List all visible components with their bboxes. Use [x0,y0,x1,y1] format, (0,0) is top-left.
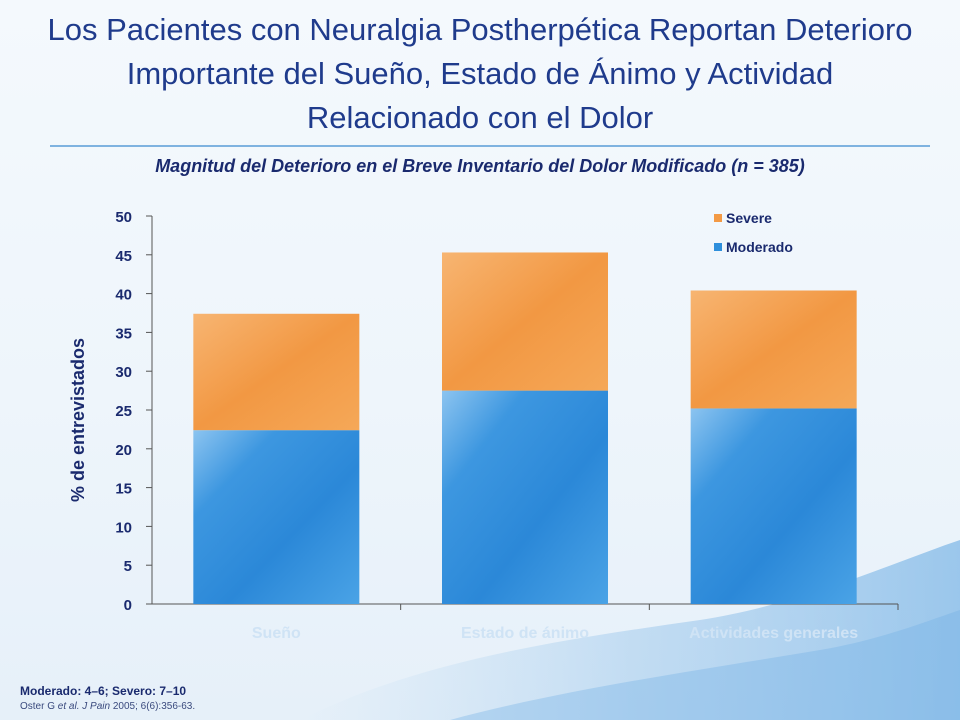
citation: Oster G et al. J Pain 2005; 6(6):356-63. [20,701,195,712]
y-tick-label: 10 [115,519,132,536]
y-tick-label: 50 [115,209,132,226]
y-tick-label: 20 [115,442,132,459]
severity-definition-note: Moderado: 4–6; Severo: 7–10 [20,684,187,698]
title-divider [50,145,930,147]
legend-swatch-moderado [714,243,722,251]
bar-severe-2 [442,252,608,391]
slide-title-line-1: Los Pacientes con Neuralgia Postherpétic… [47,12,913,47]
bar-moderado-3 [690,408,857,604]
bar-moderado-1 [193,430,360,604]
bar-moderado-2 [442,390,608,604]
slide-title-line-3: Relacionado con el Dolor [306,100,654,135]
y-tick-label: 15 [115,481,132,498]
y-tick-label: 0 [124,597,132,614]
y-tick-label: 45 [115,248,132,265]
x-tick-label: Actividades generales [689,625,858,642]
citation-etal: et al. [57,701,80,712]
citation-authors: Oster G [20,701,58,712]
y-tick-label: 30 [115,364,132,381]
chart-title: Magnitud del Deterioro en el Breve Inven… [155,156,805,176]
x-tick-label: Sueño [252,625,301,642]
y-tick-label: 25 [115,403,132,420]
y-tick-label: 40 [115,287,132,304]
y-axis-label: % de entrevistados [68,338,88,502]
legend-label-moderado: Moderado [726,239,793,255]
x-tick-label: Estado de ánimo [461,625,589,642]
slide-title-line-2: Importante del Sueño, Estado de Ánimo y … [126,56,834,91]
citation-journal: J Pain [82,701,111,712]
y-tick-label: 5 [124,558,132,575]
y-tick-label: 35 [115,325,132,342]
legend-swatch-severe [714,214,722,222]
bar-severe-1 [193,313,360,431]
slide-title: Los Pacientes con Neuralgia Postherpétic… [0,8,960,140]
bar-severe-3 [690,290,857,409]
legend-label-severe: Severe [726,210,772,226]
citation-details: 2005; 6(6):356-63. [112,701,196,712]
